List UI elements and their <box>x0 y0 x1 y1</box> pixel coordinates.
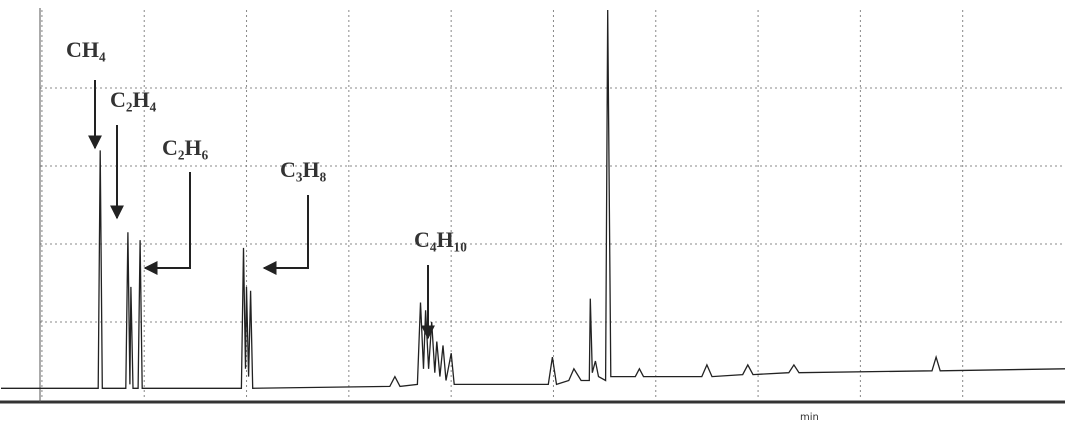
peak-label: C₂H₄ <box>110 87 157 112</box>
peak-label: C₄H₁₀ <box>414 227 467 252</box>
peak-label: C₂H₆ <box>162 135 209 160</box>
grid <box>40 10 1065 400</box>
arrow <box>264 195 308 268</box>
peak-label: C₃H₈ <box>280 157 327 182</box>
arrow <box>145 172 190 268</box>
x-axis-label: min <box>800 412 819 423</box>
peak-label: CH₄ <box>66 37 106 62</box>
trace <box>1 10 1065 388</box>
chromatogram: min CH₄C₂H₄C₂H₆ C₃H₈ C₄H₁₀ <box>0 0 1065 426</box>
